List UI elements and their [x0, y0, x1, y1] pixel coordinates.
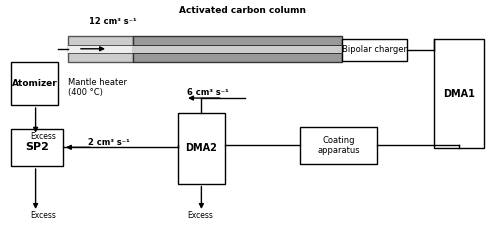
Bar	[434, 39, 484, 148]
Text: 2 cm³ s⁻¹: 2 cm³ s⁻¹	[88, 138, 130, 147]
Text: 12 cm³ s⁻¹: 12 cm³ s⁻¹	[89, 17, 136, 26]
Text: Excess: Excess	[30, 211, 56, 220]
Bar	[68, 36, 133, 62]
Bar	[68, 45, 133, 53]
Text: SP2: SP2	[25, 142, 49, 152]
Bar	[133, 36, 342, 62]
Text: Activated carbon column: Activated carbon column	[179, 6, 306, 15]
Text: 6 cm³ s⁻¹: 6 cm³ s⁻¹	[186, 88, 228, 97]
Bar	[10, 129, 63, 166]
Bar	[10, 62, 58, 105]
Text: Coating
apparatus: Coating apparatus	[317, 136, 360, 155]
Bar	[342, 39, 407, 60]
Text: DMA2: DMA2	[186, 143, 218, 153]
Bar	[300, 127, 377, 164]
Text: Excess: Excess	[187, 211, 213, 220]
Text: Bipolar charger: Bipolar charger	[342, 46, 407, 55]
Text: DMA1: DMA1	[444, 89, 476, 99]
Text: Excess: Excess	[30, 132, 56, 141]
Text: Mantle heater
(400 °C): Mantle heater (400 °C)	[68, 78, 127, 97]
Bar	[133, 45, 342, 53]
Bar	[178, 113, 225, 184]
Text: Atomizer: Atomizer	[12, 79, 57, 88]
